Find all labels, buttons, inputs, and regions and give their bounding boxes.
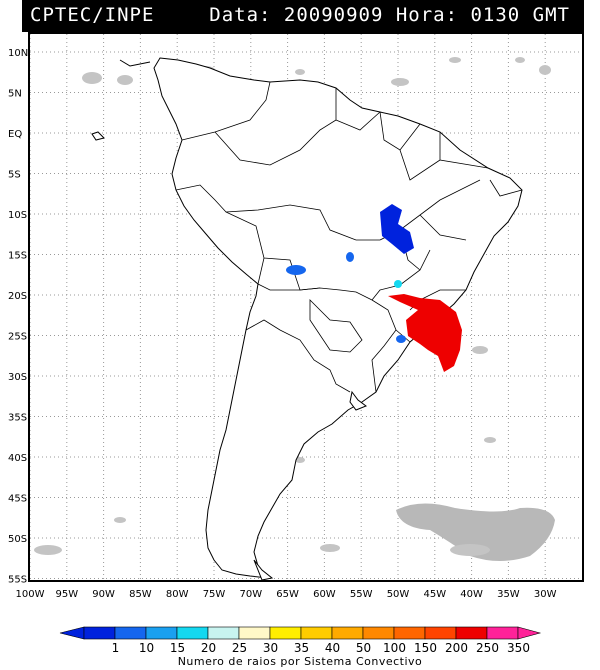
lon-tick-label: 100W xyxy=(16,589,45,600)
colorbar-label: 250 xyxy=(476,641,499,655)
colorbar-label: 50 xyxy=(356,641,371,655)
colorbar-segment xyxy=(486,626,519,640)
colorbar-label: 10 xyxy=(139,641,154,655)
convective-systems xyxy=(286,204,462,372)
colorbar-label: 150 xyxy=(414,641,437,655)
colorbar-label: 15 xyxy=(170,641,185,655)
lat-tick-label: EQ xyxy=(8,129,22,140)
lat-tick-label: 5S xyxy=(8,170,21,181)
colorbar-label: 350 xyxy=(507,641,530,655)
lon-tick-label: 30W xyxy=(534,589,557,600)
lat-tick-label: 55S xyxy=(8,575,27,586)
rio-de-la-plata xyxy=(349,390,368,411)
colorbar-label: 200 xyxy=(445,641,468,655)
colorbar-segment xyxy=(331,626,364,640)
lat-tick-label: 5N xyxy=(8,89,22,100)
lon-tick-label: 80W xyxy=(166,589,189,600)
south-america-coastline xyxy=(153,57,523,579)
colorbar-left-arrow xyxy=(59,626,85,640)
lat-tick-label: 30S xyxy=(8,372,27,383)
galapagos-islands xyxy=(91,131,105,141)
colorbar-label: 20 xyxy=(201,641,216,655)
colorbar-segment xyxy=(145,626,178,640)
lon-tick-label: 45W xyxy=(423,589,446,600)
lat-tick-label: 10S xyxy=(8,210,27,221)
tierra-del-fuego xyxy=(253,559,274,580)
lat-tick-label: 35S xyxy=(8,413,27,424)
colorbar-segment xyxy=(176,626,209,640)
colorbar-caption: Numero de raios por Sistema Convectivo xyxy=(177,655,423,668)
lon-tick-label: 85W xyxy=(129,589,152,600)
colorbar-right-arrow xyxy=(517,626,542,640)
colorbar-segment xyxy=(83,626,116,640)
lon-tick-label: 75W xyxy=(203,589,226,600)
colorbar-segment xyxy=(269,626,302,640)
colorbar-segment xyxy=(362,626,395,640)
colorbar-segment xyxy=(393,626,426,640)
lon-tick-label: 35W xyxy=(497,589,520,600)
colorbar-segment xyxy=(424,626,457,640)
map-header: CPTEC/INPE Data: 20090909 Hora: 0130 GMT xyxy=(22,0,584,32)
lat-tick-label: 15S xyxy=(8,251,27,262)
lon-tick-label: 40W xyxy=(460,589,483,600)
colorbar-label: 1 xyxy=(112,641,120,655)
lon-tick-label: 90W xyxy=(92,589,115,600)
colorbar-segment xyxy=(114,626,147,640)
colorbar-label: 30 xyxy=(263,641,278,655)
colorbar-segment xyxy=(455,626,488,640)
colorbar: 1 10 15 20 25 30 35 40 50 100 150 200 250 350 xyxy=(59,626,542,655)
graticule xyxy=(30,34,582,580)
colorbar-segment xyxy=(207,626,240,640)
lon-tick-label: 50W xyxy=(387,589,410,600)
central-america-outline xyxy=(119,59,151,67)
colorbar-segment xyxy=(238,626,271,640)
colorbar-label: 40 xyxy=(325,641,340,655)
colorbar-label: 25 xyxy=(232,641,247,655)
lon-tick-label: 60W xyxy=(313,589,336,600)
datetime-label: Data: 20090909 Hora: 0130 GMT xyxy=(209,4,570,26)
lat-tick-label: 10N xyxy=(8,48,28,59)
lat-tick-label: 40S xyxy=(8,453,27,464)
lon-tick-label: 95W xyxy=(55,589,78,600)
lat-tick-label: 25S xyxy=(8,332,27,343)
lon-tick-label: 70W xyxy=(239,589,262,600)
colorbar-label: 100 xyxy=(383,641,406,655)
lat-tick-label: 20S xyxy=(8,291,27,302)
source-label: CPTEC/INPE xyxy=(30,4,155,26)
country-borders xyxy=(175,81,523,393)
lat-tick-label: 50S xyxy=(8,534,27,545)
lon-tick-label: 55W xyxy=(350,589,373,600)
colorbar-segment xyxy=(300,626,333,640)
lon-tick-label: 65W xyxy=(276,589,299,600)
colorbar-label: 35 xyxy=(294,641,309,655)
lat-tick-label: 45S xyxy=(8,494,27,505)
